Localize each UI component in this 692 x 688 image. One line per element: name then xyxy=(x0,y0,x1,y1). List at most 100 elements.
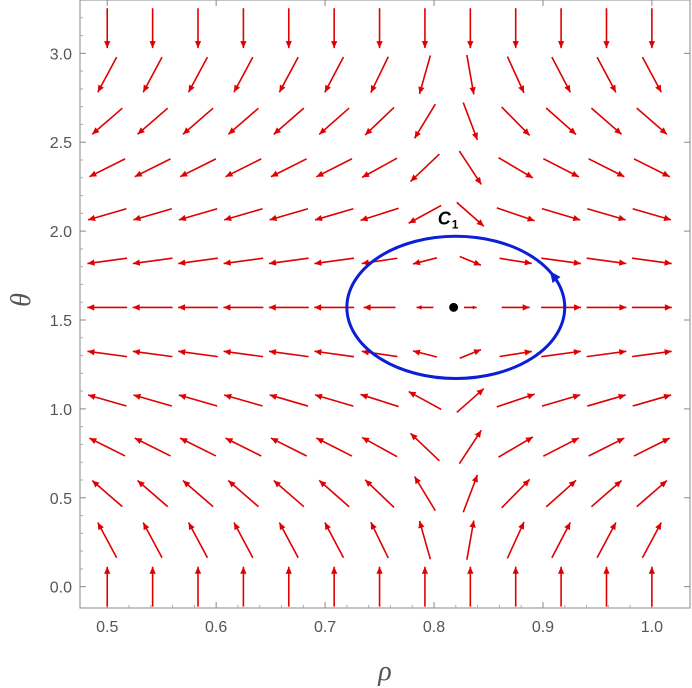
field-arrow xyxy=(223,208,263,221)
field-arrow xyxy=(376,566,383,607)
field-arrow xyxy=(370,56,390,94)
field-arrow xyxy=(240,566,247,607)
field-arrow xyxy=(187,522,209,559)
field-arrow xyxy=(225,158,262,178)
field-arrow xyxy=(498,436,534,458)
field-arrow xyxy=(273,479,305,508)
field-arrow xyxy=(421,566,429,607)
field-arrow xyxy=(586,257,627,266)
field-arrow xyxy=(268,349,309,358)
field-arrow xyxy=(586,349,627,358)
field-arrow xyxy=(314,257,355,266)
contour-label-subscript: 1 xyxy=(452,217,459,231)
field-arrow xyxy=(557,566,565,607)
field-arrow xyxy=(104,8,111,49)
field-arrow xyxy=(459,255,482,266)
field-arrow xyxy=(412,349,438,358)
field-arrow xyxy=(541,207,581,222)
field-arrow xyxy=(596,522,617,559)
field-arrow xyxy=(87,349,128,358)
field-arrow xyxy=(458,150,482,185)
field-arrow xyxy=(331,566,338,607)
plot-frame xyxy=(79,0,691,609)
field-arrow xyxy=(87,208,127,221)
contour-c1-curve xyxy=(345,234,567,380)
field-arrow xyxy=(270,158,307,178)
x-tick-label: 0.9 xyxy=(532,619,554,636)
field-arrow xyxy=(459,348,482,360)
field-arrow xyxy=(97,522,118,559)
field-arrow xyxy=(551,522,572,559)
field-arrow xyxy=(456,387,485,414)
field-arrow xyxy=(418,55,432,95)
field-arrow xyxy=(361,436,398,458)
field-arrow xyxy=(182,107,214,135)
field-arrow xyxy=(179,158,217,178)
field-arrow xyxy=(97,56,118,93)
field-arrow xyxy=(542,437,580,457)
field-arrow xyxy=(194,566,202,607)
field-arrow xyxy=(104,566,111,607)
field-arrow xyxy=(178,393,218,407)
field-arrow xyxy=(631,349,672,358)
field-arrow xyxy=(314,393,354,407)
field-arrow xyxy=(370,521,390,559)
field-arrow xyxy=(501,106,531,137)
field-arrow xyxy=(149,8,156,49)
field-arrow xyxy=(324,56,345,93)
field-arrow xyxy=(227,107,260,135)
field-arrow xyxy=(501,478,531,509)
field-arrow xyxy=(194,8,202,49)
x-tick-label: 1.0 xyxy=(641,619,663,636)
field-arrow xyxy=(363,304,396,311)
field-arrow xyxy=(648,8,656,49)
field-arrow xyxy=(512,566,519,607)
field-arrow xyxy=(132,349,173,358)
field-arrow xyxy=(587,208,626,221)
field-arrow xyxy=(590,479,623,508)
field-arrow xyxy=(463,305,477,310)
field-arrow xyxy=(376,8,383,49)
field-arrow xyxy=(318,107,350,136)
y-tick-label: 0.0 xyxy=(50,580,72,597)
y-tick-label: 2.5 xyxy=(50,135,72,152)
field-arrow xyxy=(314,349,355,358)
field-arrow xyxy=(136,479,169,508)
field-arrow xyxy=(462,474,479,513)
field-arrow xyxy=(89,158,126,178)
field-arrow xyxy=(285,566,292,607)
x-tick-label: 0.7 xyxy=(314,619,336,636)
field-arrow xyxy=(314,207,354,222)
field-arrow xyxy=(418,520,432,560)
field-arrow xyxy=(499,257,532,266)
field-arrow xyxy=(409,432,440,462)
field-arrow xyxy=(541,349,581,358)
field-arrow xyxy=(545,479,577,508)
field-arrow xyxy=(269,393,309,407)
field-arrow xyxy=(596,56,617,93)
field-arrow xyxy=(285,8,292,49)
field-arrow xyxy=(408,204,442,224)
field-arrow xyxy=(586,304,627,311)
field-arrow xyxy=(136,107,169,135)
field-arrow xyxy=(633,437,671,457)
field-arrow xyxy=(632,208,672,221)
field-arrow xyxy=(223,393,263,407)
field-arrow xyxy=(512,8,519,49)
field-arrow xyxy=(273,107,305,135)
field-arrow xyxy=(315,437,353,457)
field-arrow xyxy=(233,56,254,93)
field-arrow xyxy=(501,304,530,311)
field-arrow xyxy=(541,304,582,311)
field-arrow xyxy=(648,566,656,607)
field-arrow xyxy=(225,437,262,457)
field-arrow xyxy=(178,304,218,311)
field-arrow xyxy=(541,257,581,266)
field-arrow xyxy=(408,390,442,411)
field-arrow xyxy=(223,304,264,311)
field-arrow xyxy=(496,207,535,222)
field-arrow xyxy=(636,479,668,508)
field-arrow xyxy=(132,304,173,311)
